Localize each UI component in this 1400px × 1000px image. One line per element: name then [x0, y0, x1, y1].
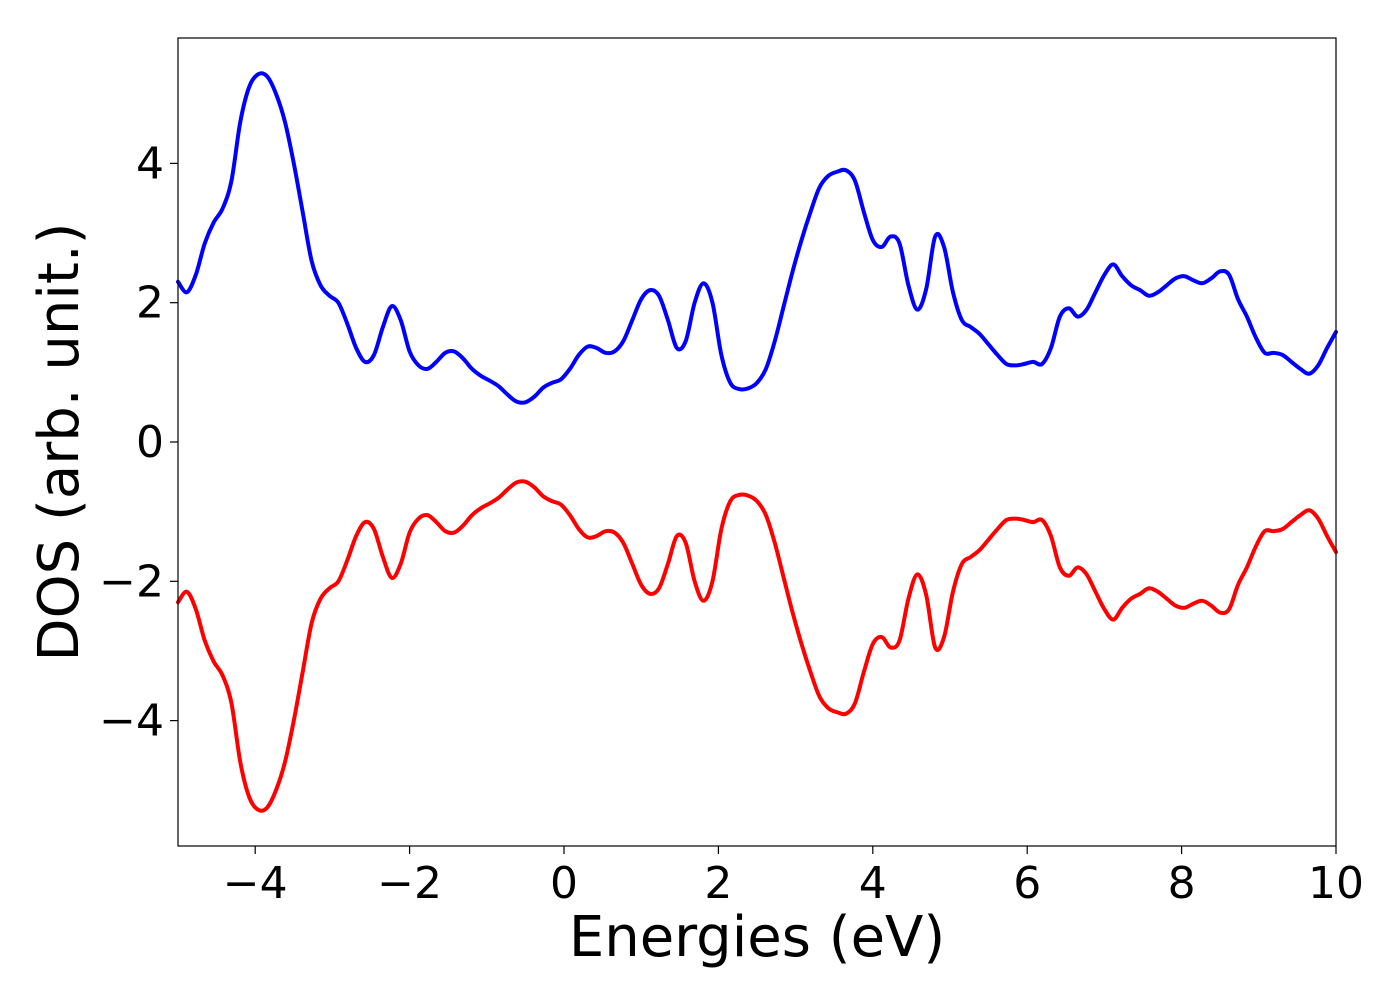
- x-tick-label: 4: [859, 858, 887, 909]
- y-tick-label: 4: [136, 138, 164, 189]
- x-tick-label: −4: [223, 858, 288, 909]
- x-tick-label: 8: [1168, 858, 1196, 909]
- x-axis-label: Energies (eV): [569, 905, 945, 970]
- dos-curve-2: [176, 479, 1338, 813]
- plot-background: [178, 38, 1336, 846]
- x-tick-label: 6: [1013, 858, 1041, 909]
- y-ticks: −4 −2 0 2 4: [99, 138, 178, 747]
- y-tick-label: 2: [136, 278, 164, 329]
- y-axis-label: DOS (arb. unit.): [27, 222, 92, 661]
- series-layer: [176, 71, 1338, 813]
- x-ticks: −4 −2 0 2 4 6 8 10: [223, 846, 1364, 909]
- x-tick-label: 0: [550, 858, 578, 909]
- y-tick-label: 0: [136, 417, 164, 468]
- x-tick-label: 2: [704, 858, 732, 909]
- dos-curve-1: [176, 71, 1338, 405]
- plot-frame: [177, 37, 1337, 847]
- x-tick-label: −2: [377, 858, 442, 909]
- x-tick-label: 10: [1308, 858, 1364, 909]
- y-tick-label: −4: [99, 696, 164, 747]
- y-tick-label: −2: [99, 556, 164, 607]
